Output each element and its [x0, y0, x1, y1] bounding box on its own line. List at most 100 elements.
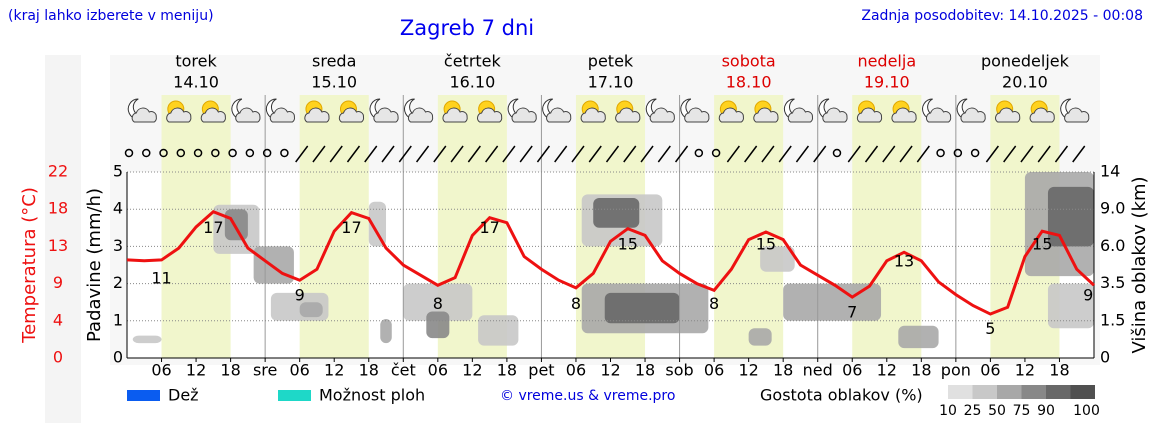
x-tick-label: 06	[566, 361, 586, 380]
wind-calm	[711, 148, 721, 158]
cloud-cell	[253, 246, 294, 284]
wind-barb	[640, 145, 654, 163]
cloud-cell	[1047, 283, 1094, 329]
weather-icon	[304, 100, 330, 123]
temp-tick-label: 22	[48, 162, 68, 181]
day-date: 19.10	[864, 73, 910, 92]
wind-barb	[778, 145, 792, 163]
x-tick-label: 06	[428, 361, 448, 380]
x-tick-label: 12	[738, 361, 758, 380]
weather-icon	[783, 98, 814, 123]
wind-calm	[936, 148, 945, 158]
temperature-label: 5	[985, 319, 995, 338]
density-swatch	[1021, 385, 1046, 399]
wind-barb	[502, 145, 516, 163]
weather-icon	[1060, 98, 1090, 123]
density-swatch	[997, 385, 1022, 399]
wind-barb	[433, 145, 447, 163]
x-tick-label: 12	[186, 361, 206, 380]
weather-icon	[922, 98, 952, 123]
wind-barb	[761, 145, 775, 163]
density-label: 50	[988, 403, 1006, 419]
weather-icon	[442, 100, 468, 123]
wind-barb	[364, 145, 378, 163]
y-tick-label: 1	[113, 310, 123, 329]
wind-calm	[245, 148, 255, 158]
weather-icon	[891, 100, 917, 123]
side-panel	[45, 55, 81, 423]
density-label: 10	[939, 403, 957, 419]
y-axis-label: Padavine (mm/h)	[84, 188, 105, 342]
weather-icon	[507, 98, 537, 123]
density-swatch	[1046, 385, 1071, 399]
wind-barb	[899, 145, 913, 163]
temperature-line	[126, 210, 1096, 316]
wind-barb	[916, 145, 930, 163]
weather-icon	[995, 100, 1021, 123]
x-tick-label: 12	[1015, 361, 1035, 380]
x-tick-label: 12	[600, 361, 620, 380]
wind-barb	[847, 145, 861, 163]
x-tick-label: 06	[842, 361, 862, 380]
cloud-cell	[1047, 186, 1094, 247]
temp-tick-label: 4	[53, 310, 63, 329]
density-label: 90	[1037, 403, 1055, 419]
temperature-label: 11	[151, 269, 171, 288]
x-tick-label: 18	[1049, 361, 1069, 380]
weather-icon	[542, 98, 572, 123]
weather-icon	[856, 100, 883, 123]
day-date: 15.10	[311, 73, 357, 92]
wind-barb	[588, 145, 602, 163]
wind-barb	[346, 145, 361, 163]
y2-tick-label: 1.5	[1100, 310, 1125, 329]
wind-calm	[159, 148, 168, 158]
weather-icon	[200, 100, 226, 123]
cloud	[615, 107, 641, 123]
temperature-label: 8	[571, 294, 581, 313]
y-tick-label: 0	[113, 348, 123, 367]
cloud	[718, 107, 744, 123]
x-tick-label: 06	[980, 361, 1000, 380]
day-name: četrtek	[444, 52, 502, 71]
temperature-label: 15	[618, 235, 638, 254]
wind-barb	[674, 145, 689, 163]
wind-barb	[295, 145, 309, 163]
temperature-label: 13	[894, 252, 914, 271]
weather-icon	[956, 98, 986, 123]
wind-calm	[832, 148, 842, 158]
x-tick-label: sre	[253, 361, 277, 380]
cloud	[442, 107, 468, 123]
density-label: 25	[964, 403, 982, 419]
wind-barb	[795, 145, 810, 163]
wind-calm	[694, 148, 704, 158]
daytime-band	[714, 95, 784, 358]
weather-icon	[338, 100, 365, 123]
wind-barb	[605, 145, 620, 163]
weather-icon	[477, 100, 503, 123]
wind-calm	[228, 148, 237, 158]
weather-icon	[645, 98, 675, 123]
y-tick-label: 5	[113, 162, 123, 181]
temperature-label: 17	[203, 218, 223, 237]
wind-barb	[1072, 145, 1086, 163]
wind-barb	[744, 145, 758, 163]
x-tick-label: pon	[941, 361, 971, 380]
weather-icon	[818, 98, 848, 123]
cloud	[925, 107, 952, 123]
wind-calm	[953, 148, 963, 158]
cloud	[960, 107, 986, 123]
weather-icon	[369, 98, 399, 123]
wind-barb	[726, 145, 740, 163]
y2-tick-label: 0	[1100, 348, 1110, 367]
y-tick-label: 3	[113, 236, 123, 255]
weather-icon	[718, 100, 744, 123]
wind-barb	[415, 145, 430, 163]
temperature-label: 9	[1083, 285, 1093, 304]
wind-barb	[657, 145, 671, 163]
x-tick-label: 18	[635, 361, 655, 380]
cloud	[407, 107, 434, 123]
cloud-cell	[426, 311, 450, 339]
x-tick-label: ned	[803, 361, 833, 380]
credit: © vreme.us & vreme.pro	[500, 388, 675, 404]
